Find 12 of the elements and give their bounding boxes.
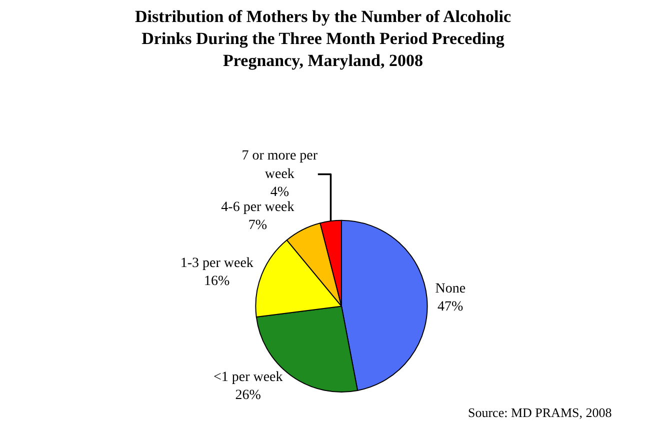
slice-label: 1-3 per week	[180, 256, 254, 271]
slice-label: 4-6 per week	[221, 200, 294, 215]
data-label: 4%	[270, 184, 290, 200]
slice-label: 7 or more per week	[242, 148, 318, 182]
data-label: 47%	[438, 300, 464, 315]
chart-title: Distribution of Mothers by the Number of Alcoholic Drinks During the Three Month Period Preceding Pregnancy, Maryland, 2008	[134, 6, 512, 70]
slice-label: <1 per week	[213, 370, 283, 385]
slice-label: None	[435, 281, 466, 296]
data-label: 16%	[204, 274, 230, 289]
data-label: 7%	[248, 218, 268, 234]
source-note: Source: MD PRAMS, 2008	[468, 405, 612, 420]
data-label: 26%	[235, 388, 262, 404]
